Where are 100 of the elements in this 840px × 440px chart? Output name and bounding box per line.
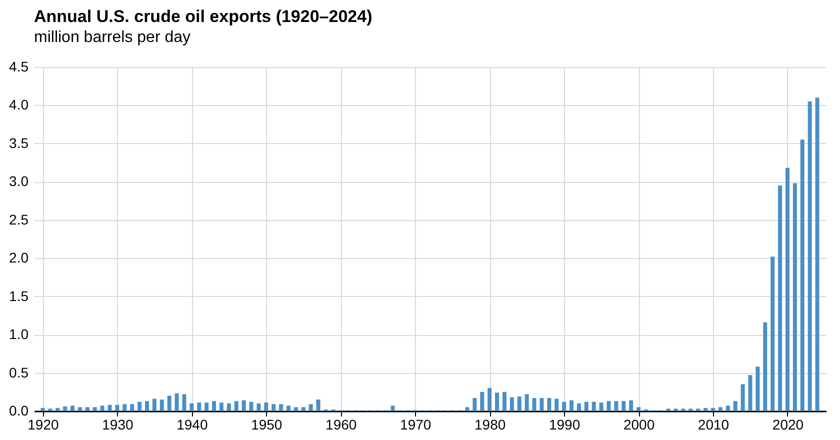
bar	[122, 404, 127, 411]
bar	[510, 397, 514, 411]
bar	[629, 400, 634, 411]
bar	[472, 398, 477, 411]
bar	[495, 392, 500, 411]
x-tick-label: 1930	[102, 416, 134, 432]
bar	[138, 402, 142, 411]
bar	[182, 394, 186, 411]
bar	[770, 256, 775, 411]
bar	[540, 398, 544, 411]
bar	[56, 408, 60, 411]
bar	[108, 404, 112, 411]
bar	[70, 406, 75, 411]
bar	[740, 384, 745, 411]
x-tick-label: 1950	[251, 416, 282, 432]
x-tick-label: 2010	[698, 416, 730, 432]
bar	[748, 375, 752, 411]
bar	[704, 408, 708, 411]
bar	[144, 401, 149, 411]
bar	[272, 404, 276, 411]
bar	[636, 407, 641, 411]
bar	[614, 401, 618, 411]
chart-title: Annual U.S. crude oil exports (1920–2024)	[34, 7, 372, 26]
bar	[622, 401, 626, 411]
bar	[778, 185, 782, 411]
bar	[390, 406, 395, 411]
x-tick-label: 2020	[772, 416, 804, 432]
bar	[480, 392, 484, 411]
bar	[792, 183, 797, 411]
bar	[226, 403, 231, 411]
bar	[167, 396, 172, 411]
y-tick-label: 2.5	[9, 211, 29, 228]
bar	[40, 408, 45, 411]
bar	[63, 406, 68, 411]
y-tick-label: 1.5	[9, 288, 29, 304]
y-tick-label: 2.0	[9, 250, 29, 266]
bar	[592, 402, 596, 411]
bar	[488, 388, 492, 411]
bar	[517, 396, 522, 411]
bar	[234, 401, 238, 411]
x-tick-label: 1940	[176, 416, 208, 432]
bar	[547, 398, 552, 411]
bar	[219, 402, 224, 411]
bar	[763, 322, 768, 411]
bar	[576, 403, 581, 411]
bar	[286, 406, 290, 411]
bar	[115, 404, 120, 411]
bar	[249, 402, 254, 411]
bar	[711, 408, 716, 411]
bar	[78, 407, 82, 411]
bar	[190, 403, 194, 411]
bar	[718, 407, 722, 411]
x-tick-label: 1970	[400, 416, 432, 432]
bar	[301, 407, 306, 411]
bar	[242, 400, 246, 411]
bar	[726, 406, 730, 411]
x-tick-label: 1990	[548, 416, 580, 432]
bar	[160, 400, 164, 411]
x-tick-label: 2000	[623, 416, 655, 432]
bar	[256, 403, 261, 411]
bar	[570, 400, 574, 411]
bar	[554, 398, 559, 411]
bar	[733, 401, 738, 411]
y-tick-label: 4.0	[9, 96, 29, 113]
bar	[606, 401, 611, 411]
y-tick-label: 1.0	[9, 326, 29, 342]
bar	[264, 402, 268, 411]
bar	[800, 140, 804, 411]
bar	[152, 398, 156, 411]
bar	[599, 402, 604, 411]
bar	[279, 404, 284, 411]
bar	[465, 407, 470, 411]
bar	[502, 392, 506, 411]
bar	[316, 400, 320, 411]
bar	[85, 407, 90, 411]
chart-subtitle: million barrels per day	[34, 29, 191, 46]
y-tick-label: 3.5	[9, 134, 29, 151]
bar	[212, 401, 216, 411]
bar	[532, 398, 536, 411]
bar	[174, 393, 179, 411]
y-tick-label: 0.5	[9, 364, 29, 380]
bar	[294, 407, 298, 411]
bar	[785, 168, 790, 411]
bar	[584, 402, 588, 411]
bar	[308, 404, 313, 411]
bar	[204, 402, 209, 411]
x-tick-label: 1980	[474, 416, 506, 432]
bar	[524, 394, 529, 411]
bar	[100, 406, 104, 411]
y-tick-label: 0.0	[9, 402, 29, 418]
bar	[92, 407, 97, 411]
bar	[808, 101, 812, 411]
bar	[756, 366, 760, 411]
bar	[815, 98, 820, 411]
y-tick-label: 4.5	[9, 58, 29, 74]
bar	[562, 402, 566, 411]
bar	[130, 404, 134, 411]
x-tick-label: 1920	[28, 416, 60, 432]
x-tick-label: 1960	[326, 416, 357, 432]
y-tick-label: 3.0	[9, 173, 29, 190]
